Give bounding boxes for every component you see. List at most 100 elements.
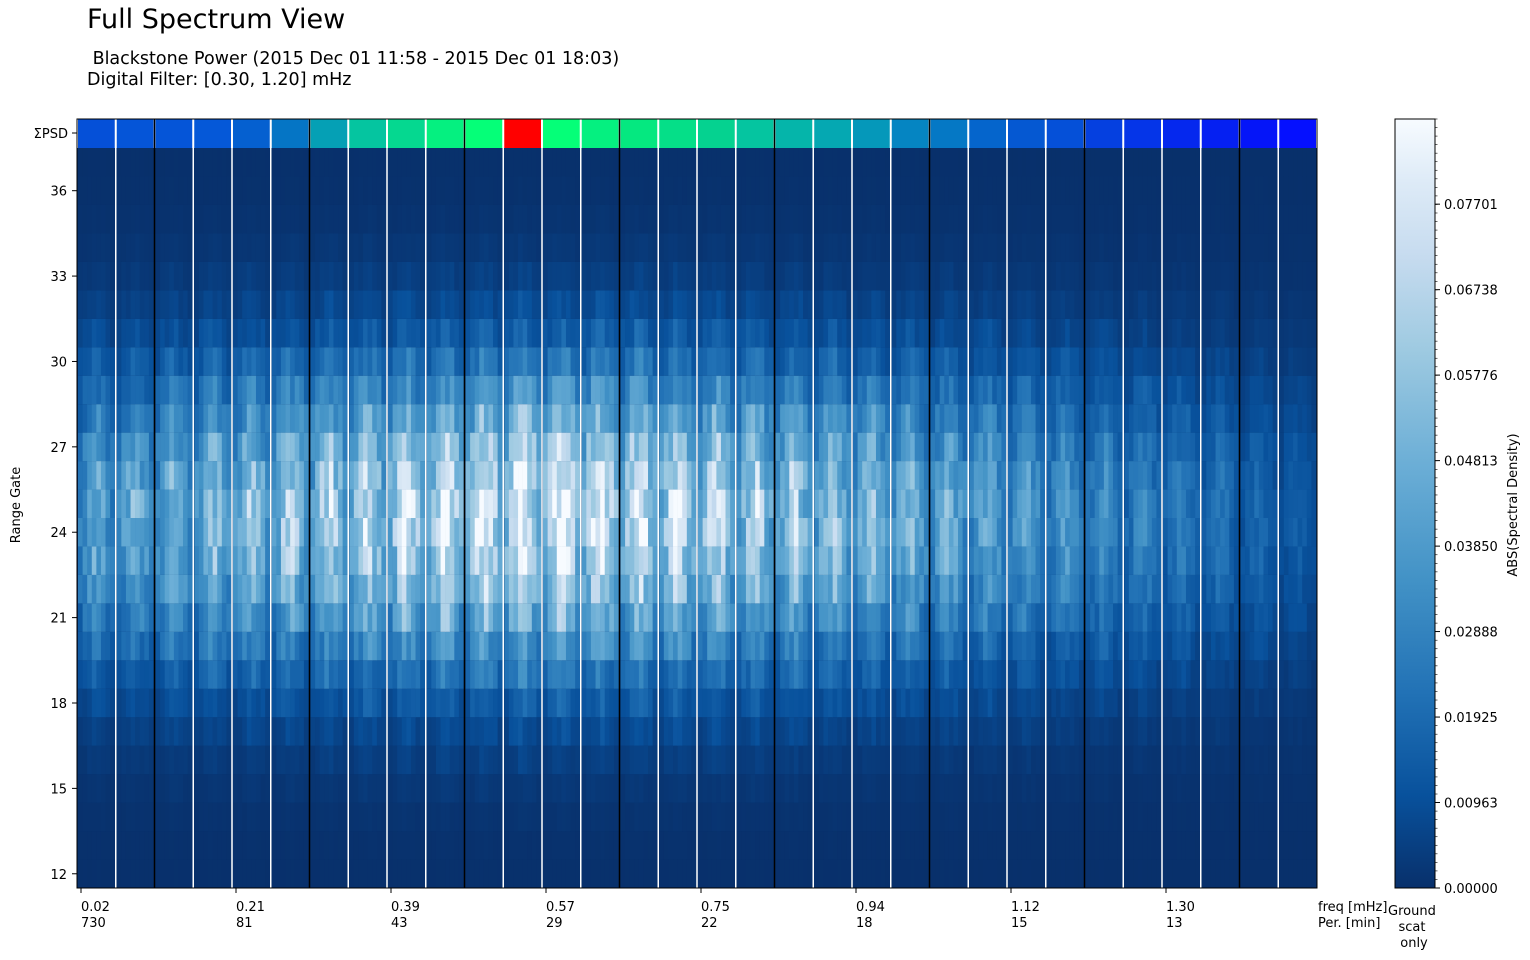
heatmap-cell [367, 802, 373, 832]
heatmap-cell [353, 432, 359, 462]
heatmap-cell [780, 831, 785, 860]
heatmap-cell [130, 375, 136, 405]
heatmap-cell [841, 461, 847, 490]
heatmap-cell [648, 204, 653, 234]
heatmap-cell [183, 688, 188, 718]
heatmap-cell [328, 603, 334, 632]
heatmap-cell [1001, 574, 1007, 604]
heatmap-cell [454, 518, 460, 547]
heatmap-cell [333, 660, 339, 689]
heatmap-cell [338, 204, 343, 234]
heatmap-cell [406, 347, 412, 376]
heatmap-cell [454, 404, 460, 433]
heatmap-cell [969, 375, 975, 405]
heatmap-cell [121, 859, 127, 888]
heatmap-cell [736, 660, 742, 689]
heatmap-cell [513, 831, 519, 860]
heatmap-cell [775, 688, 781, 718]
heatmap-cell [388, 603, 393, 632]
heatmap-cell [625, 375, 630, 405]
heatmap-cell [255, 204, 261, 234]
heatmap-cell [372, 176, 378, 205]
heatmap-cell [242, 404, 248, 433]
heatmap-cell [807, 347, 813, 376]
heatmap-cell [875, 717, 881, 746]
heatmap-cell [900, 774, 906, 803]
heatmap-cell [910, 375, 916, 405]
heatmap-cell [353, 148, 359, 177]
heatmap-cell [160, 375, 165, 405]
heatmap-cell [265, 404, 271, 433]
heatmap-cell [1001, 318, 1007, 348]
heatmap-cell [401, 176, 407, 205]
heatmap-cell [401, 148, 407, 177]
heatmap-cell [358, 518, 364, 547]
heatmap-cell [634, 318, 640, 348]
heatmap-cell [780, 774, 785, 803]
heatmap-cell [431, 859, 437, 888]
heatmap-cell [793, 603, 799, 632]
heatmap-cell [923, 461, 929, 490]
heatmap-cell [755, 688, 761, 718]
heatmap-cell [570, 148, 576, 177]
heatmap-cell [962, 261, 968, 291]
heatmap-cell [634, 176, 640, 205]
heatmap-cell [415, 432, 421, 462]
heatmap-cell [388, 660, 393, 689]
heatmap-cell [1001, 347, 1007, 376]
heatmap-cell [552, 688, 558, 718]
heatmap-cell [246, 631, 252, 661]
heatmap-cell [310, 603, 316, 632]
heatmap-cell [905, 461, 911, 490]
heatmap-cell [668, 204, 674, 234]
heatmap-cell [173, 375, 179, 405]
heatmap-cell [164, 233, 170, 262]
heatmap-cell [652, 204, 658, 234]
heatmap-cell [246, 233, 252, 262]
heatmap-cell [896, 318, 902, 348]
heatmap-cell [668, 802, 674, 832]
heatmap-cell [260, 688, 266, 718]
heatmap-cell [682, 261, 688, 291]
heatmap-cell [832, 290, 838, 319]
heatmap-cell [410, 148, 416, 177]
heatmap-cell [271, 233, 277, 262]
heatmap-cell [217, 603, 223, 632]
heatmap-cell [775, 831, 781, 860]
heatmap-cell [78, 631, 83, 661]
heatmap-cell [600, 717, 606, 746]
heatmap-cell [445, 404, 451, 433]
heatmap-cell [82, 347, 88, 376]
heatmap-cell [367, 603, 373, 632]
heatmap-cell [741, 688, 747, 718]
heatmap-cell [367, 233, 373, 262]
heatmap-cell [410, 745, 416, 775]
heatmap-cell [575, 802, 581, 832]
heatmap-cell [155, 318, 161, 348]
heatmap-cell [948, 432, 954, 462]
heatmap-cell [110, 176, 116, 205]
heatmap-cell [784, 745, 790, 775]
heatmap-cell [750, 603, 756, 632]
heatmap-cell [939, 546, 945, 575]
heatmap-cell [905, 375, 911, 405]
heatmap-cell [155, 489, 161, 518]
heatmap-cell [358, 347, 364, 376]
heatmap-cell [730, 489, 736, 518]
heatmap-cell [638, 717, 644, 746]
heatmap-cell [401, 204, 407, 234]
heatmap-cell [823, 574, 829, 604]
heatmap-cell [388, 859, 393, 888]
heatmap-cell [121, 261, 127, 291]
heatmap-cell [353, 176, 359, 205]
heatmap-cell [789, 347, 795, 376]
heatmap-cell [363, 318, 368, 348]
heatmap-cell [561, 204, 567, 234]
heatmap-cell [905, 432, 911, 462]
heatmap-cell [643, 859, 649, 888]
heatmap-cell [333, 204, 339, 234]
heatmap-cell [315, 603, 320, 632]
heatmap-cell [144, 546, 150, 575]
heatmap-cell [454, 290, 460, 319]
heatmap-cell [454, 859, 460, 888]
